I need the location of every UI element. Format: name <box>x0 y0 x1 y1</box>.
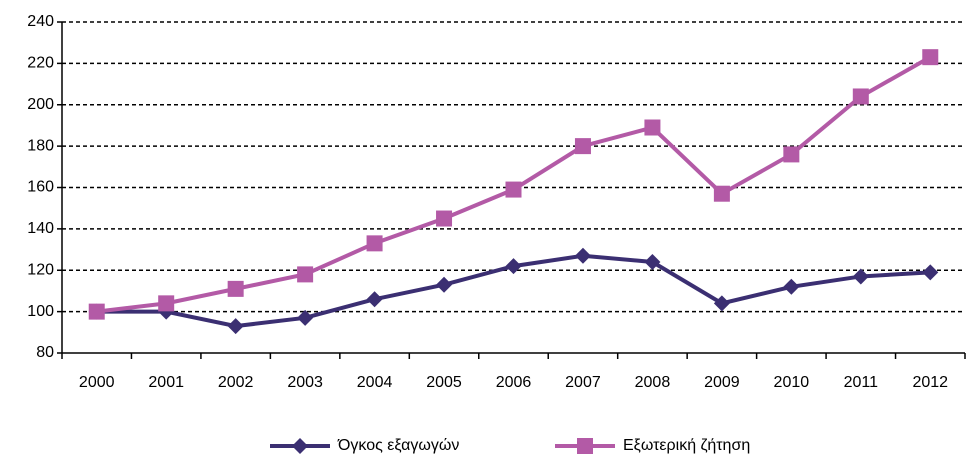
marker <box>922 264 939 281</box>
x-tick-label: 2008 <box>635 374 671 391</box>
x-tick-label: 2001 <box>148 374 184 391</box>
x-tick-label: 2005 <box>426 374 462 391</box>
marker <box>505 181 522 198</box>
y-tick-label: 160 <box>27 179 54 196</box>
marker <box>574 138 591 155</box>
x-tick-label: 2006 <box>496 374 532 391</box>
marker <box>88 303 105 320</box>
marker <box>505 258 522 275</box>
marker <box>644 119 661 136</box>
marker <box>158 295 175 312</box>
y-tick-label: 120 <box>27 261 54 278</box>
x-tick-label: 2000 <box>79 374 115 391</box>
marker <box>227 318 244 335</box>
marker <box>644 253 661 270</box>
y-tick-label: 180 <box>27 137 54 154</box>
marker <box>783 278 800 295</box>
y-tick-label: 240 <box>27 13 54 30</box>
marker <box>292 438 308 454</box>
legend-label: Όγκος εξαγωγών <box>337 437 459 454</box>
y-tick-label: 80 <box>36 344 54 361</box>
marker <box>713 185 730 202</box>
marker <box>577 438 593 454</box>
x-tick-label: 2009 <box>704 374 740 391</box>
x-tick-label: 2003 <box>287 374 323 391</box>
marker <box>436 276 453 293</box>
x-tick-label: 2011 <box>844 374 879 391</box>
legend-label: Εξωτερική ζήτηση <box>623 437 750 454</box>
marker <box>574 247 591 264</box>
marker <box>297 266 314 283</box>
marker <box>852 88 869 105</box>
y-tick-label: 100 <box>27 303 54 320</box>
y-tick-label: 200 <box>27 96 54 113</box>
y-tick-label: 220 <box>27 55 54 72</box>
marker <box>852 268 869 285</box>
marker <box>713 295 730 312</box>
marker <box>436 210 453 227</box>
marker <box>366 235 383 252</box>
marker <box>783 146 800 163</box>
x-tick-label: 2007 <box>565 374 601 391</box>
x-tick-label: 2004 <box>357 374 393 391</box>
x-tick-label: 2010 <box>774 374 810 391</box>
x-tick-label: 2002 <box>218 374 254 391</box>
y-tick-label: 140 <box>27 220 54 237</box>
marker <box>366 291 383 308</box>
marker <box>297 309 314 326</box>
x-tick-label: 2012 <box>912 374 948 391</box>
marker <box>922 49 939 66</box>
marker <box>227 280 244 297</box>
